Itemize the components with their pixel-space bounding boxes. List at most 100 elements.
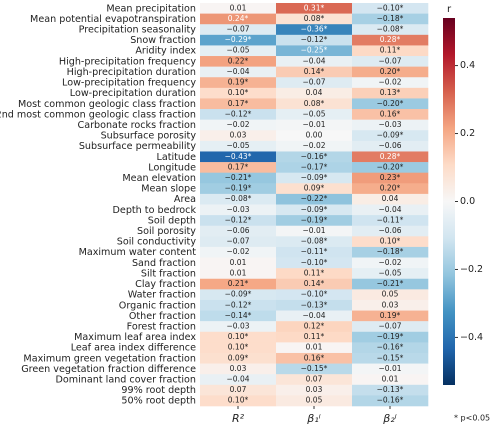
cell bbox=[276, 246, 353, 258]
cell bbox=[276, 172, 353, 184]
cell-label: 0.05 bbox=[382, 290, 399, 299]
row-label: Aridity index bbox=[135, 46, 196, 57]
cell-label: −0.15* bbox=[377, 353, 404, 362]
cell bbox=[200, 140, 277, 152]
cell bbox=[276, 342, 353, 354]
cell-label: −0.16* bbox=[377, 396, 404, 405]
cell-label: −0.09* bbox=[377, 131, 404, 140]
cell-label: −0.16* bbox=[377, 343, 404, 352]
cell-label: 0.11* bbox=[380, 46, 401, 55]
cell bbox=[352, 236, 429, 248]
cell-label: 0.04 bbox=[382, 194, 399, 203]
row-label: Clay fraction bbox=[135, 279, 196, 290]
cell bbox=[200, 310, 277, 322]
cell bbox=[352, 172, 429, 184]
cell-label: −0.03 bbox=[379, 120, 402, 129]
cell-label: 0.09* bbox=[304, 184, 325, 193]
cell bbox=[352, 278, 429, 290]
x-tick-label: β₁ⁱ bbox=[306, 412, 320, 425]
cell bbox=[200, 331, 277, 343]
row-label: Subsurface porosity bbox=[101, 131, 197, 142]
colorbar-tick-label: 0.2 bbox=[460, 128, 475, 139]
cell-label: −0.05 bbox=[303, 109, 326, 118]
row-label: High-precipitation frequency bbox=[59, 56, 196, 67]
cell bbox=[276, 13, 353, 25]
cell bbox=[352, 193, 429, 205]
cell bbox=[200, 87, 277, 99]
row-label: Soil depth bbox=[148, 215, 196, 226]
cell bbox=[352, 130, 429, 142]
cell bbox=[352, 56, 429, 67]
cell bbox=[200, 24, 277, 36]
cell bbox=[200, 172, 277, 184]
row-label: Latitude bbox=[157, 152, 197, 163]
cell-label: 0.22* bbox=[228, 56, 249, 65]
cell bbox=[200, 395, 277, 407]
cell-label: 0.17* bbox=[228, 162, 249, 171]
cell bbox=[276, 289, 353, 301]
cell bbox=[352, 98, 429, 110]
cell-label: −0.01 bbox=[379, 364, 402, 373]
cell-label: −0.05 bbox=[227, 141, 250, 150]
cell bbox=[200, 374, 277, 386]
cell-label: −0.03 bbox=[227, 205, 250, 214]
row-label: Low-precipitation duration bbox=[70, 88, 196, 99]
cell-label: −0.22* bbox=[301, 194, 328, 203]
cell-label: −0.21* bbox=[225, 173, 252, 182]
cell-label: 0.10* bbox=[228, 396, 249, 405]
row-label: Other fraction bbox=[129, 311, 196, 322]
cell-label: −0.08* bbox=[225, 194, 252, 203]
row-label: Most common geologic class fraction bbox=[18, 99, 196, 110]
cell bbox=[276, 352, 353, 364]
cell bbox=[200, 225, 277, 237]
cell-label: 0.23* bbox=[380, 173, 401, 182]
cell-label: 0.03 bbox=[230, 364, 247, 373]
cell-label: 0.20* bbox=[380, 67, 401, 76]
cell bbox=[200, 215, 277, 227]
row-label: Forest fraction bbox=[127, 321, 196, 332]
cell bbox=[200, 363, 277, 375]
cell-label: −0.06 bbox=[379, 141, 402, 150]
cell bbox=[276, 310, 353, 322]
row-label: Dominant land cover fraction bbox=[56, 374, 196, 385]
cell bbox=[276, 56, 353, 67]
row-label: Depth to bedrock bbox=[113, 205, 197, 216]
x-tick-label: β₂ⁱ bbox=[382, 412, 396, 425]
cell bbox=[276, 109, 353, 120]
cell-label: 0.08* bbox=[304, 14, 325, 23]
cell-label: 0.01 bbox=[306, 343, 323, 352]
cell bbox=[352, 384, 429, 396]
cell-label: 0.10* bbox=[380, 237, 401, 246]
cell bbox=[276, 87, 353, 99]
cell bbox=[200, 321, 277, 333]
row-label: Longitude bbox=[148, 162, 196, 173]
cell bbox=[200, 236, 277, 248]
cell-label: 0.19* bbox=[380, 311, 401, 320]
cell bbox=[276, 183, 353, 195]
cell bbox=[352, 310, 429, 322]
cell-label: 0.12* bbox=[304, 321, 325, 330]
cell-label: 0.03 bbox=[230, 131, 247, 140]
cell bbox=[352, 342, 429, 354]
cell bbox=[352, 374, 429, 386]
cell bbox=[352, 363, 429, 375]
row-label: Green vegetation fraction difference bbox=[21, 364, 196, 375]
cell bbox=[352, 24, 429, 36]
cell-label: −0.02 bbox=[227, 120, 250, 129]
cell bbox=[276, 236, 353, 248]
cell-label: −0.43* bbox=[225, 152, 252, 161]
cell bbox=[352, 352, 429, 364]
cell-label: −0.04 bbox=[303, 56, 326, 65]
cell bbox=[352, 395, 429, 407]
cell-label: −0.19* bbox=[225, 184, 252, 193]
row-label: Subsurface permeability bbox=[79, 141, 197, 152]
cell-label: −0.02 bbox=[227, 247, 250, 256]
colorbar-tick-label: 0.4 bbox=[460, 60, 475, 71]
cell bbox=[200, 98, 277, 110]
cell-label: −0.02 bbox=[303, 141, 326, 150]
cell bbox=[276, 257, 353, 269]
cell bbox=[200, 352, 277, 364]
cell-label: −0.07 bbox=[227, 25, 250, 34]
cell-label: −0.04 bbox=[303, 311, 326, 320]
cell bbox=[200, 109, 277, 120]
